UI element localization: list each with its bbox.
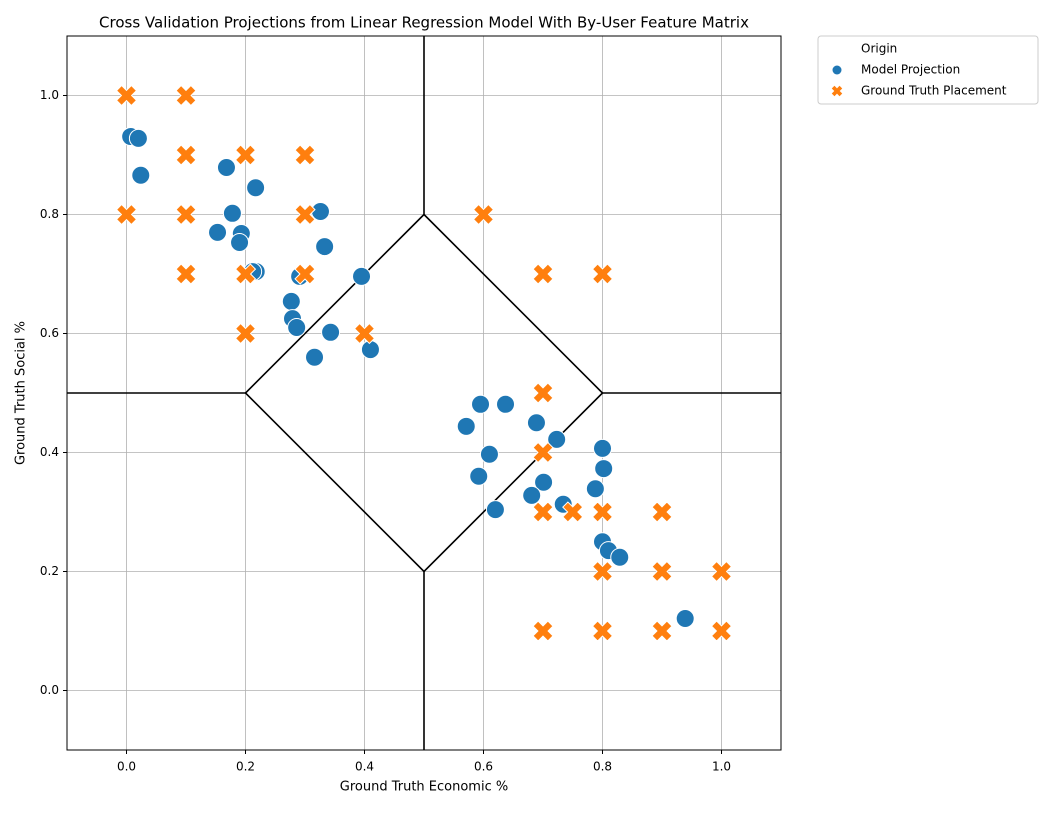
x-tick-label: 1.0 (712, 760, 731, 774)
x-tick-label: 0.6 (474, 760, 493, 774)
point (115, 84, 138, 107)
point (128, 128, 148, 148)
point (294, 263, 316, 285)
point (532, 501, 554, 523)
point (710, 620, 733, 642)
point (496, 394, 516, 414)
point (305, 347, 325, 367)
point (175, 263, 197, 285)
legend-marker (831, 85, 843, 97)
point (175, 144, 197, 166)
x-axis-label: Ground Truth Economic % (340, 780, 508, 795)
x-tick-label: 0.2 (236, 760, 255, 774)
point (532, 382, 554, 404)
legend-title: Origin (861, 42, 897, 56)
point (532, 263, 554, 285)
plot-frame (66, 35, 782, 751)
point (310, 202, 330, 222)
point (115, 203, 138, 226)
y-tick-label: 1.0 (40, 88, 59, 102)
point (651, 560, 673, 583)
point (321, 322, 341, 342)
point (562, 501, 584, 523)
point (208, 222, 228, 242)
point (315, 237, 335, 257)
point (485, 500, 505, 520)
point (610, 547, 630, 567)
point (710, 560, 733, 583)
point (469, 466, 489, 486)
point (234, 263, 257, 285)
y-tick-label: 0.8 (40, 207, 59, 221)
point (234, 144, 257, 166)
legend-label: Model Projection (861, 63, 960, 77)
point (294, 203, 316, 226)
legend-marker (832, 65, 842, 75)
point (532, 441, 554, 464)
point (234, 322, 257, 345)
point (353, 322, 376, 345)
x-tick-label: 0.0 (117, 760, 136, 774)
point (216, 157, 236, 177)
y-tick-label: 0.6 (40, 326, 59, 340)
point (246, 178, 266, 198)
point (281, 291, 301, 311)
point (594, 459, 614, 479)
point (222, 203, 242, 223)
point (175, 84, 197, 107)
point (294, 144, 316, 166)
point (360, 340, 380, 360)
chart-title: Cross Validation Projections from Linear… (99, 14, 749, 32)
point (651, 501, 673, 523)
point (547, 429, 567, 449)
point (287, 318, 307, 338)
point (352, 266, 372, 286)
point (456, 416, 476, 436)
point (591, 501, 614, 523)
point (591, 560, 614, 583)
point (591, 620, 614, 642)
point (593, 438, 612, 458)
point (526, 413, 546, 433)
x-tick-label: 0.8 (593, 760, 612, 774)
point (522, 485, 542, 505)
point (534, 472, 554, 492)
legend-label: Ground Truth Placement (861, 84, 1007, 98)
point (675, 609, 695, 629)
legend-entry: Model Projection (832, 63, 960, 77)
y-tick-label: 0.4 (40, 445, 59, 459)
point (651, 620, 673, 642)
point (479, 444, 499, 464)
x-tick-label: 0.4 (355, 760, 374, 774)
point (175, 203, 197, 226)
point (131, 165, 151, 185)
legend-box (817, 35, 1039, 105)
point (591, 263, 614, 285)
point (230, 232, 250, 252)
y-axis-label: Ground Truth Social % (14, 321, 29, 465)
legend-entry: Ground Truth Placement (831, 84, 1007, 98)
point (472, 203, 495, 226)
y-tick-label: 0.0 (40, 683, 59, 697)
y-tick-label: 0.2 (40, 564, 59, 578)
point (532, 620, 554, 642)
point (471, 394, 491, 414)
point (585, 479, 605, 499)
